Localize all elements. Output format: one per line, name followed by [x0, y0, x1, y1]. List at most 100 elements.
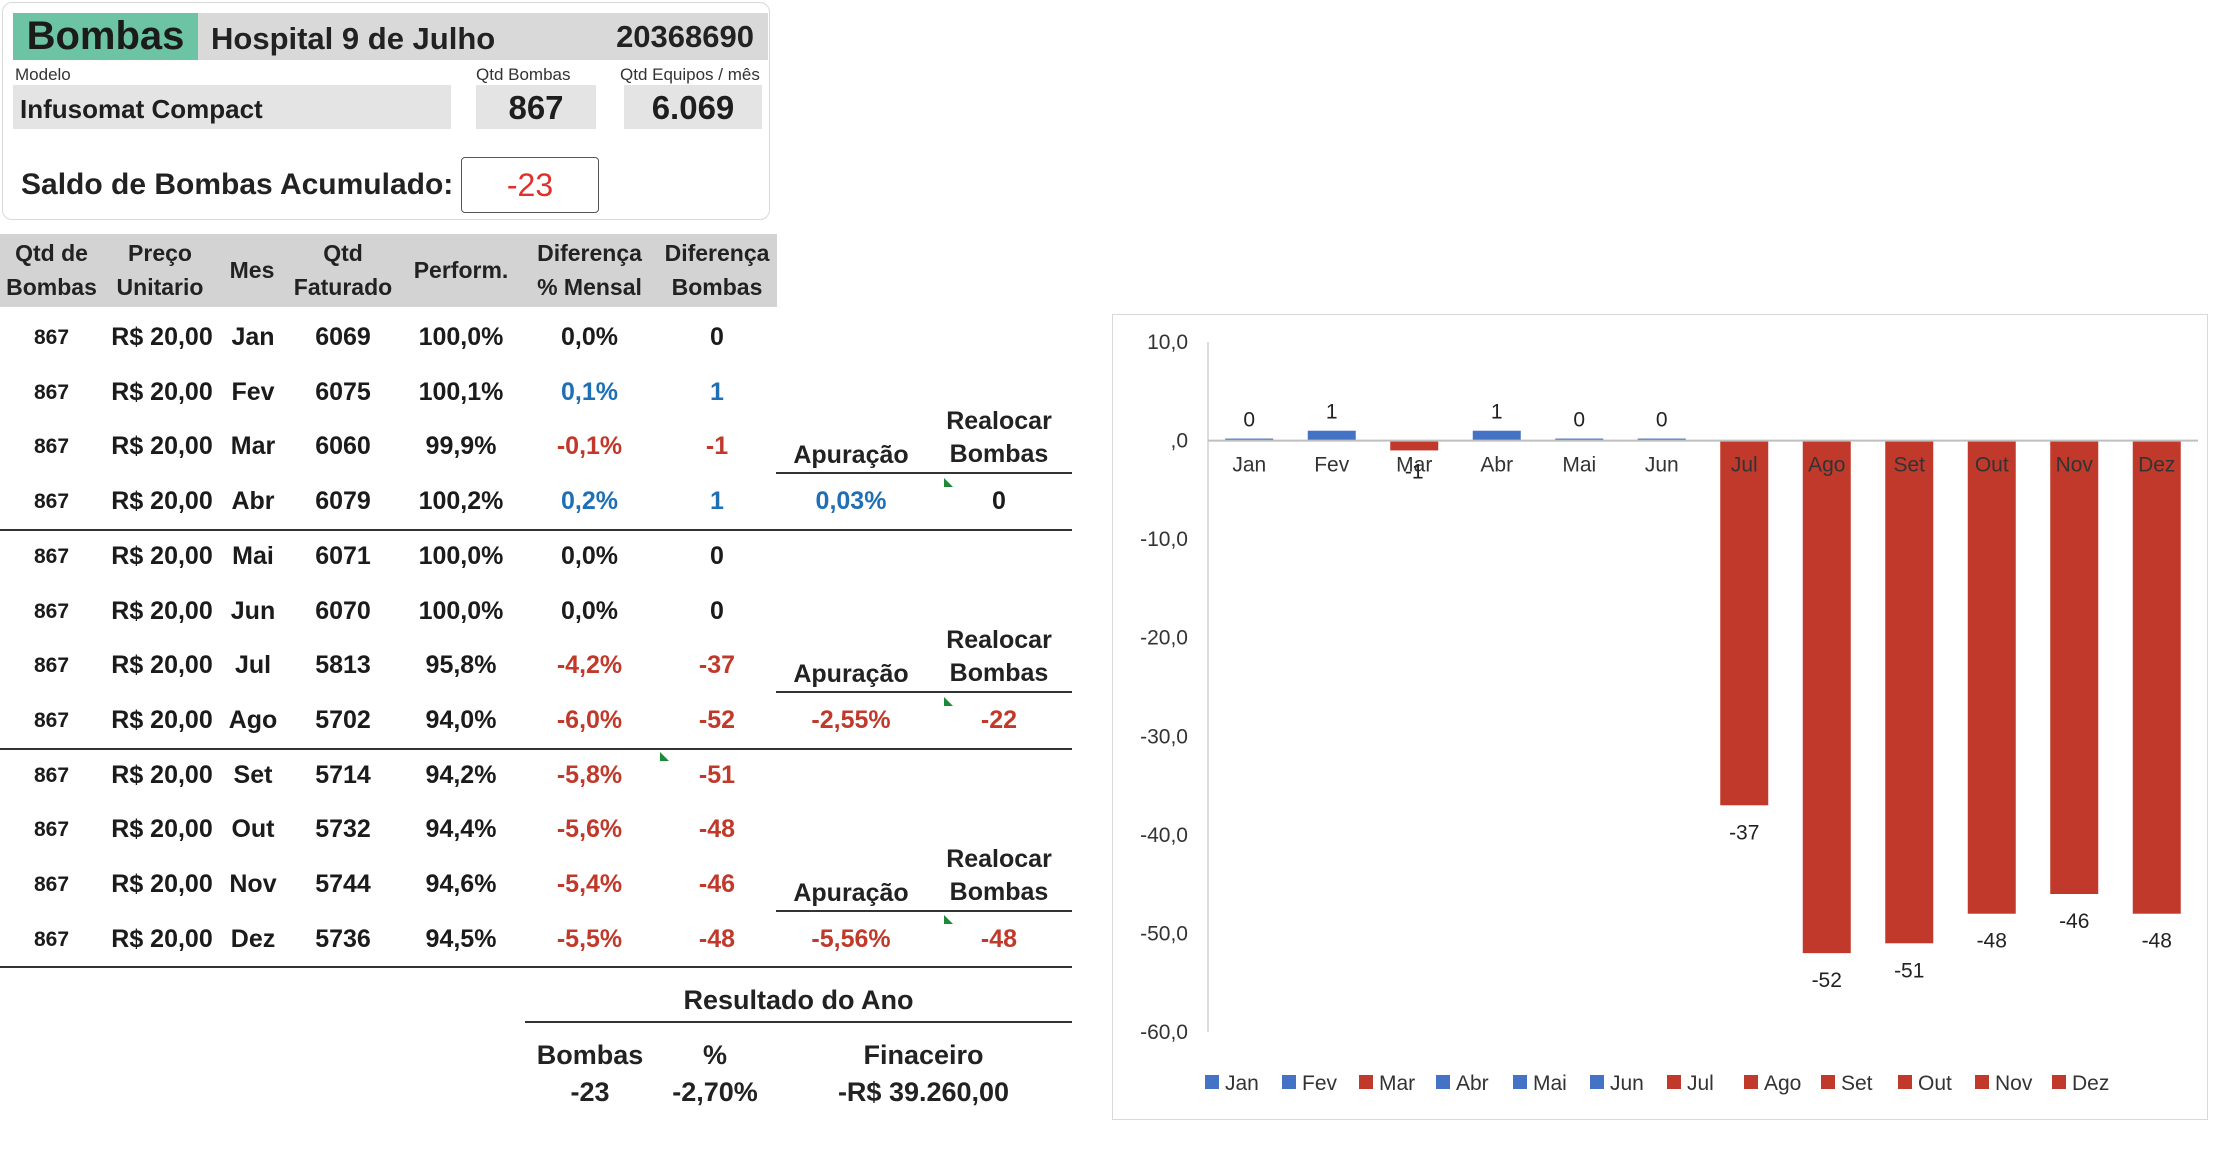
x-tick-label: Jan — [1232, 454, 1266, 477]
realocar-label: Realocar — [946, 845, 1052, 873]
comment-marker-icon — [944, 478, 953, 487]
chart-bar — [1802, 440, 1851, 954]
cell-mes: Ago — [228, 705, 278, 734]
table-row: 867 R$ 20,00 Set 5714 94,2% -5,8% -51 — [0, 748, 777, 803]
x-tick-label: Jun — [1645, 454, 1679, 477]
header-qtd-bombas: Qtd de Bombas — [6, 240, 97, 300]
chart-bar — [1307, 430, 1356, 441]
monthly-difference-chart: 10,0 ,0 -10,0 -20,0 -30,0 -40,0 -50,0 -60,0 Jan 0… — [1112, 314, 2208, 1120]
header-dif-pct: Diferença% Mensal — [537, 240, 642, 300]
data-label: -48 — [2142, 930, 2172, 953]
cell-qtd-bombas: 867 — [33, 326, 70, 349]
header-perform: Perform. — [413, 257, 509, 283]
legend-swatch — [1975, 1075, 1989, 1089]
brand-badge: Bombas — [13, 13, 198, 60]
apuracao-label: Apuração — [793, 879, 909, 907]
cell-faturado: 6079 — [315, 487, 371, 516]
legend-swatch — [1667, 1075, 1681, 1089]
apuracao-label: Apuração — [793, 441, 909, 469]
legend-swatch — [1898, 1075, 1912, 1089]
legend-entry: Set — [1841, 1072, 1873, 1095]
realocar-label-2: Bombas — [949, 440, 1049, 468]
resultado-pct-value: -2,70% — [672, 1077, 758, 1107]
cell-qtd-bombas: 867 — [33, 490, 70, 514]
legend-entry: Ago — [1764, 1072, 1801, 1095]
divider — [776, 691, 1072, 693]
x-tick-label: Mai — [1562, 454, 1596, 477]
chart-bar — [1472, 430, 1521, 441]
legend-entry: Abr — [1456, 1072, 1489, 1095]
resultado-bombas-value: -23 — [570, 1077, 610, 1107]
cell-dif-pct: -5,6% — [556, 815, 623, 844]
chart-bar — [1555, 438, 1604, 441]
cell-perform: 94,2% — [425, 760, 497, 789]
apuracao-value: -5,56% — [811, 925, 891, 953]
divider — [0, 748, 1072, 750]
resultado-pct-label: % — [702, 1040, 727, 1070]
cell-faturado: 6071 — [315, 541, 371, 570]
cell-mes: Set — [233, 760, 273, 789]
cell-qtd-bombas: 867 — [33, 544, 70, 568]
table-row: 867 R$ 20,00 Ago 5702 94,0% -6,0% -52 — [0, 693, 777, 748]
cell-preco: R$ 20,00 — [111, 377, 213, 406]
cell-mes: Abr — [231, 487, 275, 516]
chart-bar — [2132, 440, 2181, 914]
apuracao-group: Apuração Realocar Bombas -5,56% -48 — [776, 843, 1072, 967]
table-row: 867 R$ 20,00 Jul 5813 95,8% -4,2% -37 — [0, 638, 777, 693]
modelo-field: Infusomat Compact — [13, 85, 451, 129]
table-header: Qtd de Bombas Preço Unitario Mes Qtd Fatura… — [0, 234, 777, 307]
table-row: 867 R$ 20,00 Abr 6079 100,2% 0,2% 1 — [0, 474, 777, 529]
cell-faturado: 5736 — [315, 924, 371, 953]
data-label: 1 — [1491, 401, 1503, 424]
data-label: 1 — [1326, 401, 1338, 424]
cell-perform: 94,4% — [425, 815, 497, 844]
cell-mes: Jun — [230, 596, 276, 625]
title-bar: Bombas Hospital 9 de Julho 20368690 — [13, 13, 768, 60]
qtd-bombas-field: 867 — [476, 85, 596, 129]
cell-dif-bombas: -48 — [698, 924, 736, 953]
cell-dif-pct: 0,2% — [561, 487, 618, 516]
cell-perform: 95,8% — [425, 651, 497, 680]
realocar-value: -22 — [980, 706, 1018, 734]
divider — [525, 1021, 1072, 1023]
cell-mes: Nov — [229, 870, 277, 898]
cell-dif-bombas: 0 — [710, 323, 724, 351]
table-row: 867 R$ 20,00 Nov 5744 94,6% -5,4% -46 — [0, 857, 777, 912]
y-tick-label: ,0 — [1170, 430, 1188, 453]
realocar-label-2: Bombas — [949, 659, 1049, 687]
cell-dif-bombas: 1 — [710, 487, 724, 516]
y-tick-label: -40,0 — [1140, 824, 1188, 847]
y-tick-label: -60,0 — [1140, 1021, 1188, 1044]
cell-dif-bombas: -37 — [698, 651, 736, 680]
table-row: 867 R$ 20,00 Mai 6071 100,0% 0,0% 0 — [0, 529, 777, 584]
cell-preco: R$ 20,00 — [111, 815, 213, 844]
x-tick-label: Nov — [2056, 454, 2094, 477]
y-tick-label: -10,0 — [1140, 528, 1188, 551]
cell-preco: R$ 20,00 — [111, 760, 213, 789]
legend-swatch — [1744, 1075, 1758, 1089]
header-qtd-faturado: Qtd Faturado — [293, 240, 393, 300]
realocar-value: 0 — [992, 487, 1006, 515]
chart-bar — [1885, 440, 1934, 944]
chart-bar — [2050, 440, 2099, 894]
apuracao-value: 0,03% — [815, 487, 887, 515]
y-tick-label: -30,0 — [1140, 725, 1188, 748]
cell-mes: Jan — [231, 323, 275, 351]
data-label: -46 — [2059, 910, 2089, 933]
cell-perform: 99,9% — [425, 432, 497, 461]
cell-qtd-bombas: 867 — [33, 435, 70, 459]
resultado-title: Resultado do Ano — [683, 985, 914, 1015]
x-tick-label: Fev — [1314, 454, 1350, 477]
cell-mes: Jul — [234, 651, 272, 680]
cell-dif-pct: 0,0% — [561, 541, 618, 570]
cell-dif-pct: -4,2% — [556, 651, 623, 680]
divider — [0, 966, 1072, 968]
legend-entry: Mar — [1379, 1072, 1415, 1095]
comment-marker-icon — [944, 915, 953, 924]
y-tick-label: 10,0 — [1147, 331, 1188, 354]
divider — [0, 529, 1072, 531]
cell-dif-pct: 0,1% — [561, 377, 618, 406]
chart-bar — [1637, 438, 1686, 441]
cell-dif-bombas: 0 — [710, 596, 724, 625]
cell-dif-bombas: 1 — [710, 377, 724, 406]
